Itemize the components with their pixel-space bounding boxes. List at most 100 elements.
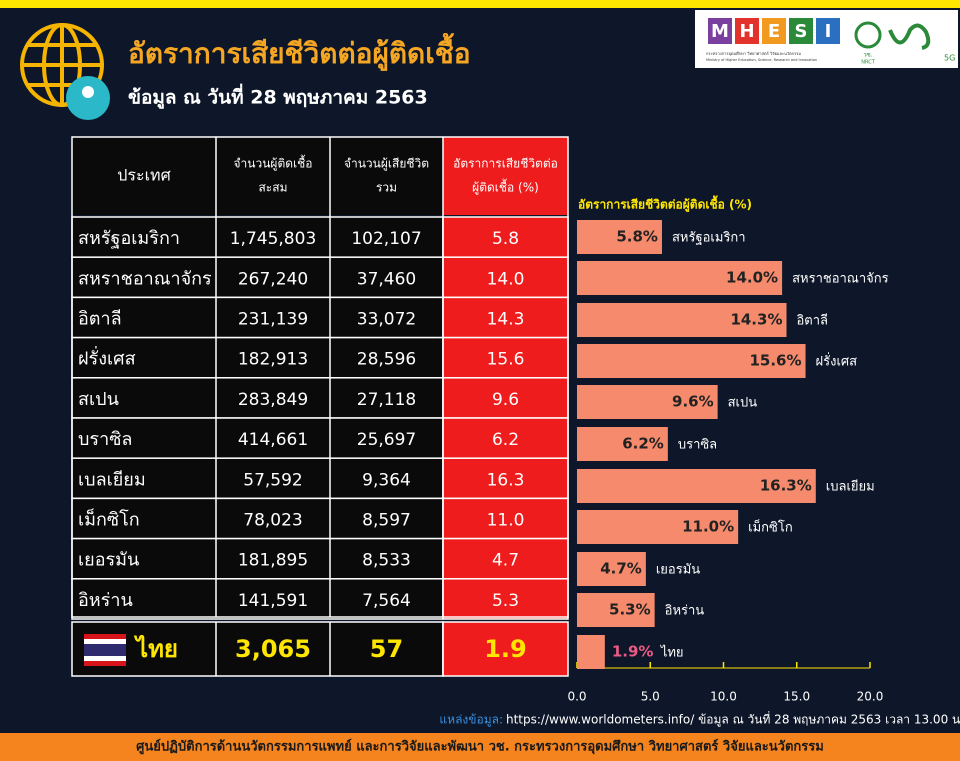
- value-label: 14.0%: [726, 269, 778, 287]
- table-cell: 15.6: [487, 350, 525, 370]
- table-cell: 6.2: [492, 430, 519, 450]
- footer-bar: [0, 733, 960, 761]
- table-cell: 5.3: [492, 591, 519, 611]
- table-cell: 78,023: [243, 511, 302, 531]
- logo-letter: I: [825, 21, 832, 42]
- bar: [577, 510, 739, 544]
- table-cell: เม็กซิโก: [78, 508, 140, 531]
- table-row-bg: [71, 417, 444, 459]
- category-label: เบลเยียม: [826, 479, 875, 495]
- table-header: รวม: [376, 181, 397, 195]
- table-cell: 102,107: [351, 229, 421, 249]
- value-label: 15.6%: [749, 352, 801, 370]
- table-header: ผู้ติดเชื้อ (%): [472, 179, 539, 196]
- table-cell: 27,118: [357, 390, 416, 410]
- value-label: 9.6%: [672, 393, 714, 411]
- value-label: 1.9%: [612, 643, 654, 661]
- table-rate-bg: [442, 497, 569, 540]
- value-label: 5.8%: [616, 228, 658, 246]
- table-cell: สหรัฐอเมริกา: [78, 228, 180, 249]
- logo-letter: E: [768, 21, 780, 42]
- category-label: อิตาลี: [796, 313, 828, 329]
- table-cell: 57,592: [243, 470, 302, 490]
- table-cell: 8,597: [362, 511, 411, 531]
- table-cell: เยอรมัน: [78, 550, 139, 571]
- x-tick-label: 10.0: [710, 690, 737, 704]
- x-tick-label: 5.0: [641, 690, 660, 704]
- category-label: เม็กซิโก: [748, 518, 793, 536]
- table-row-bg: [71, 256, 444, 299]
- bar: [577, 220, 662, 254]
- logo-letter-box: [816, 18, 840, 44]
- highlight-cell: 3,065: [235, 635, 311, 663]
- logo-letter-box: [735, 18, 759, 44]
- subtitle: ข้อมูล ณ วันที่ 28 พฤษภาคม 2563: [128, 84, 428, 110]
- nrct: NRCT: [861, 60, 875, 66]
- table-cell: 28,596: [357, 350, 416, 370]
- logo-letter-box: [789, 18, 813, 44]
- table-rate-bg: [442, 457, 569, 500]
- table-cell: อิหร่าน: [78, 590, 133, 611]
- category-label: สเปน: [728, 396, 758, 411]
- highlight-cell: 57: [370, 635, 403, 663]
- table-cell: 33,072: [357, 310, 416, 330]
- table-cell: ฝรั่งเศส: [78, 346, 136, 370]
- category-label: ไทย: [660, 645, 684, 661]
- table-cell: 37,460: [357, 269, 416, 289]
- table-rate-bg: [442, 256, 569, 299]
- table-cell: 9,364: [362, 470, 411, 490]
- value-label: 5.3%: [609, 601, 651, 619]
- table-cell: 181,895: [238, 551, 308, 571]
- table-cell: 182,913: [238, 350, 308, 370]
- highlight-rate-bg: [442, 621, 569, 677]
- table-cell: 5.8: [492, 229, 519, 249]
- bar: [577, 427, 668, 461]
- logo-thai: กระทรวงการอุดมศึกษา วิทยาศาสตร์ วิจัยและ…: [706, 51, 801, 57]
- table-header: ประเทศ: [117, 166, 171, 185]
- value-label: 14.3%: [730, 311, 782, 329]
- table-header-rate-bg: [443, 137, 568, 215]
- table-cell: 9.6: [492, 390, 519, 410]
- table-cell: 8,533: [362, 551, 411, 571]
- logo-letter-box: [708, 18, 732, 44]
- table-cell: 141,591: [238, 591, 308, 611]
- table-cell: 25,697: [357, 430, 416, 450]
- bar: [577, 303, 787, 337]
- logo-english: Ministry of Higher Education, Science, R…: [706, 58, 817, 62]
- table-border: [71, 136, 569, 618]
- x-tick-label: 20.0: [857, 690, 884, 704]
- table-cell: 14.0: [487, 269, 525, 289]
- category-label: อิหร่าน: [664, 604, 704, 619]
- top-bar: [0, 0, 960, 8]
- table-header: สะสม: [258, 181, 287, 195]
- nrct-emblem: [854, 21, 882, 49]
- table-cell: 4.7: [492, 551, 519, 571]
- table-header: อัตราการเสียชีวิตต่อ: [453, 157, 558, 171]
- value-label: 6.2%: [622, 435, 664, 453]
- x-tick-label: 0.0: [567, 690, 586, 704]
- chart-title: อัตราการเสียชีวิตต่อผู้ติดเชื้อ (%): [578, 195, 752, 213]
- bar: [577, 635, 605, 669]
- table-cell: 267,240: [238, 269, 308, 289]
- table-cell: 231,139: [238, 310, 308, 330]
- table-cell: อิตาลี: [78, 309, 122, 330]
- bar: [577, 385, 718, 419]
- bar: [577, 593, 655, 627]
- table-cell: 7,564: [362, 591, 411, 611]
- table-cell: บราซิล: [78, 429, 132, 450]
- highlight-cell: ไทย: [133, 634, 178, 663]
- logo-letter-box: [762, 18, 786, 44]
- table-cell: สหราชอาณาจักร: [78, 268, 212, 289]
- x-tick-label: 15.0: [783, 690, 810, 704]
- table-cell: 16.3: [487, 470, 525, 490]
- table-cell: สเปน: [78, 389, 119, 410]
- logo-letter: S: [795, 21, 808, 42]
- five-g: 5G: [944, 54, 955, 63]
- category-label: สหรัฐอเมริกา: [672, 231, 746, 246]
- table-rate-bg: [442, 377, 569, 419]
- thai-flag: [84, 634, 126, 666]
- v5g-logo: [888, 23, 931, 50]
- category-label: ฝรั่งเศส: [816, 353, 858, 370]
- bar: [577, 552, 646, 586]
